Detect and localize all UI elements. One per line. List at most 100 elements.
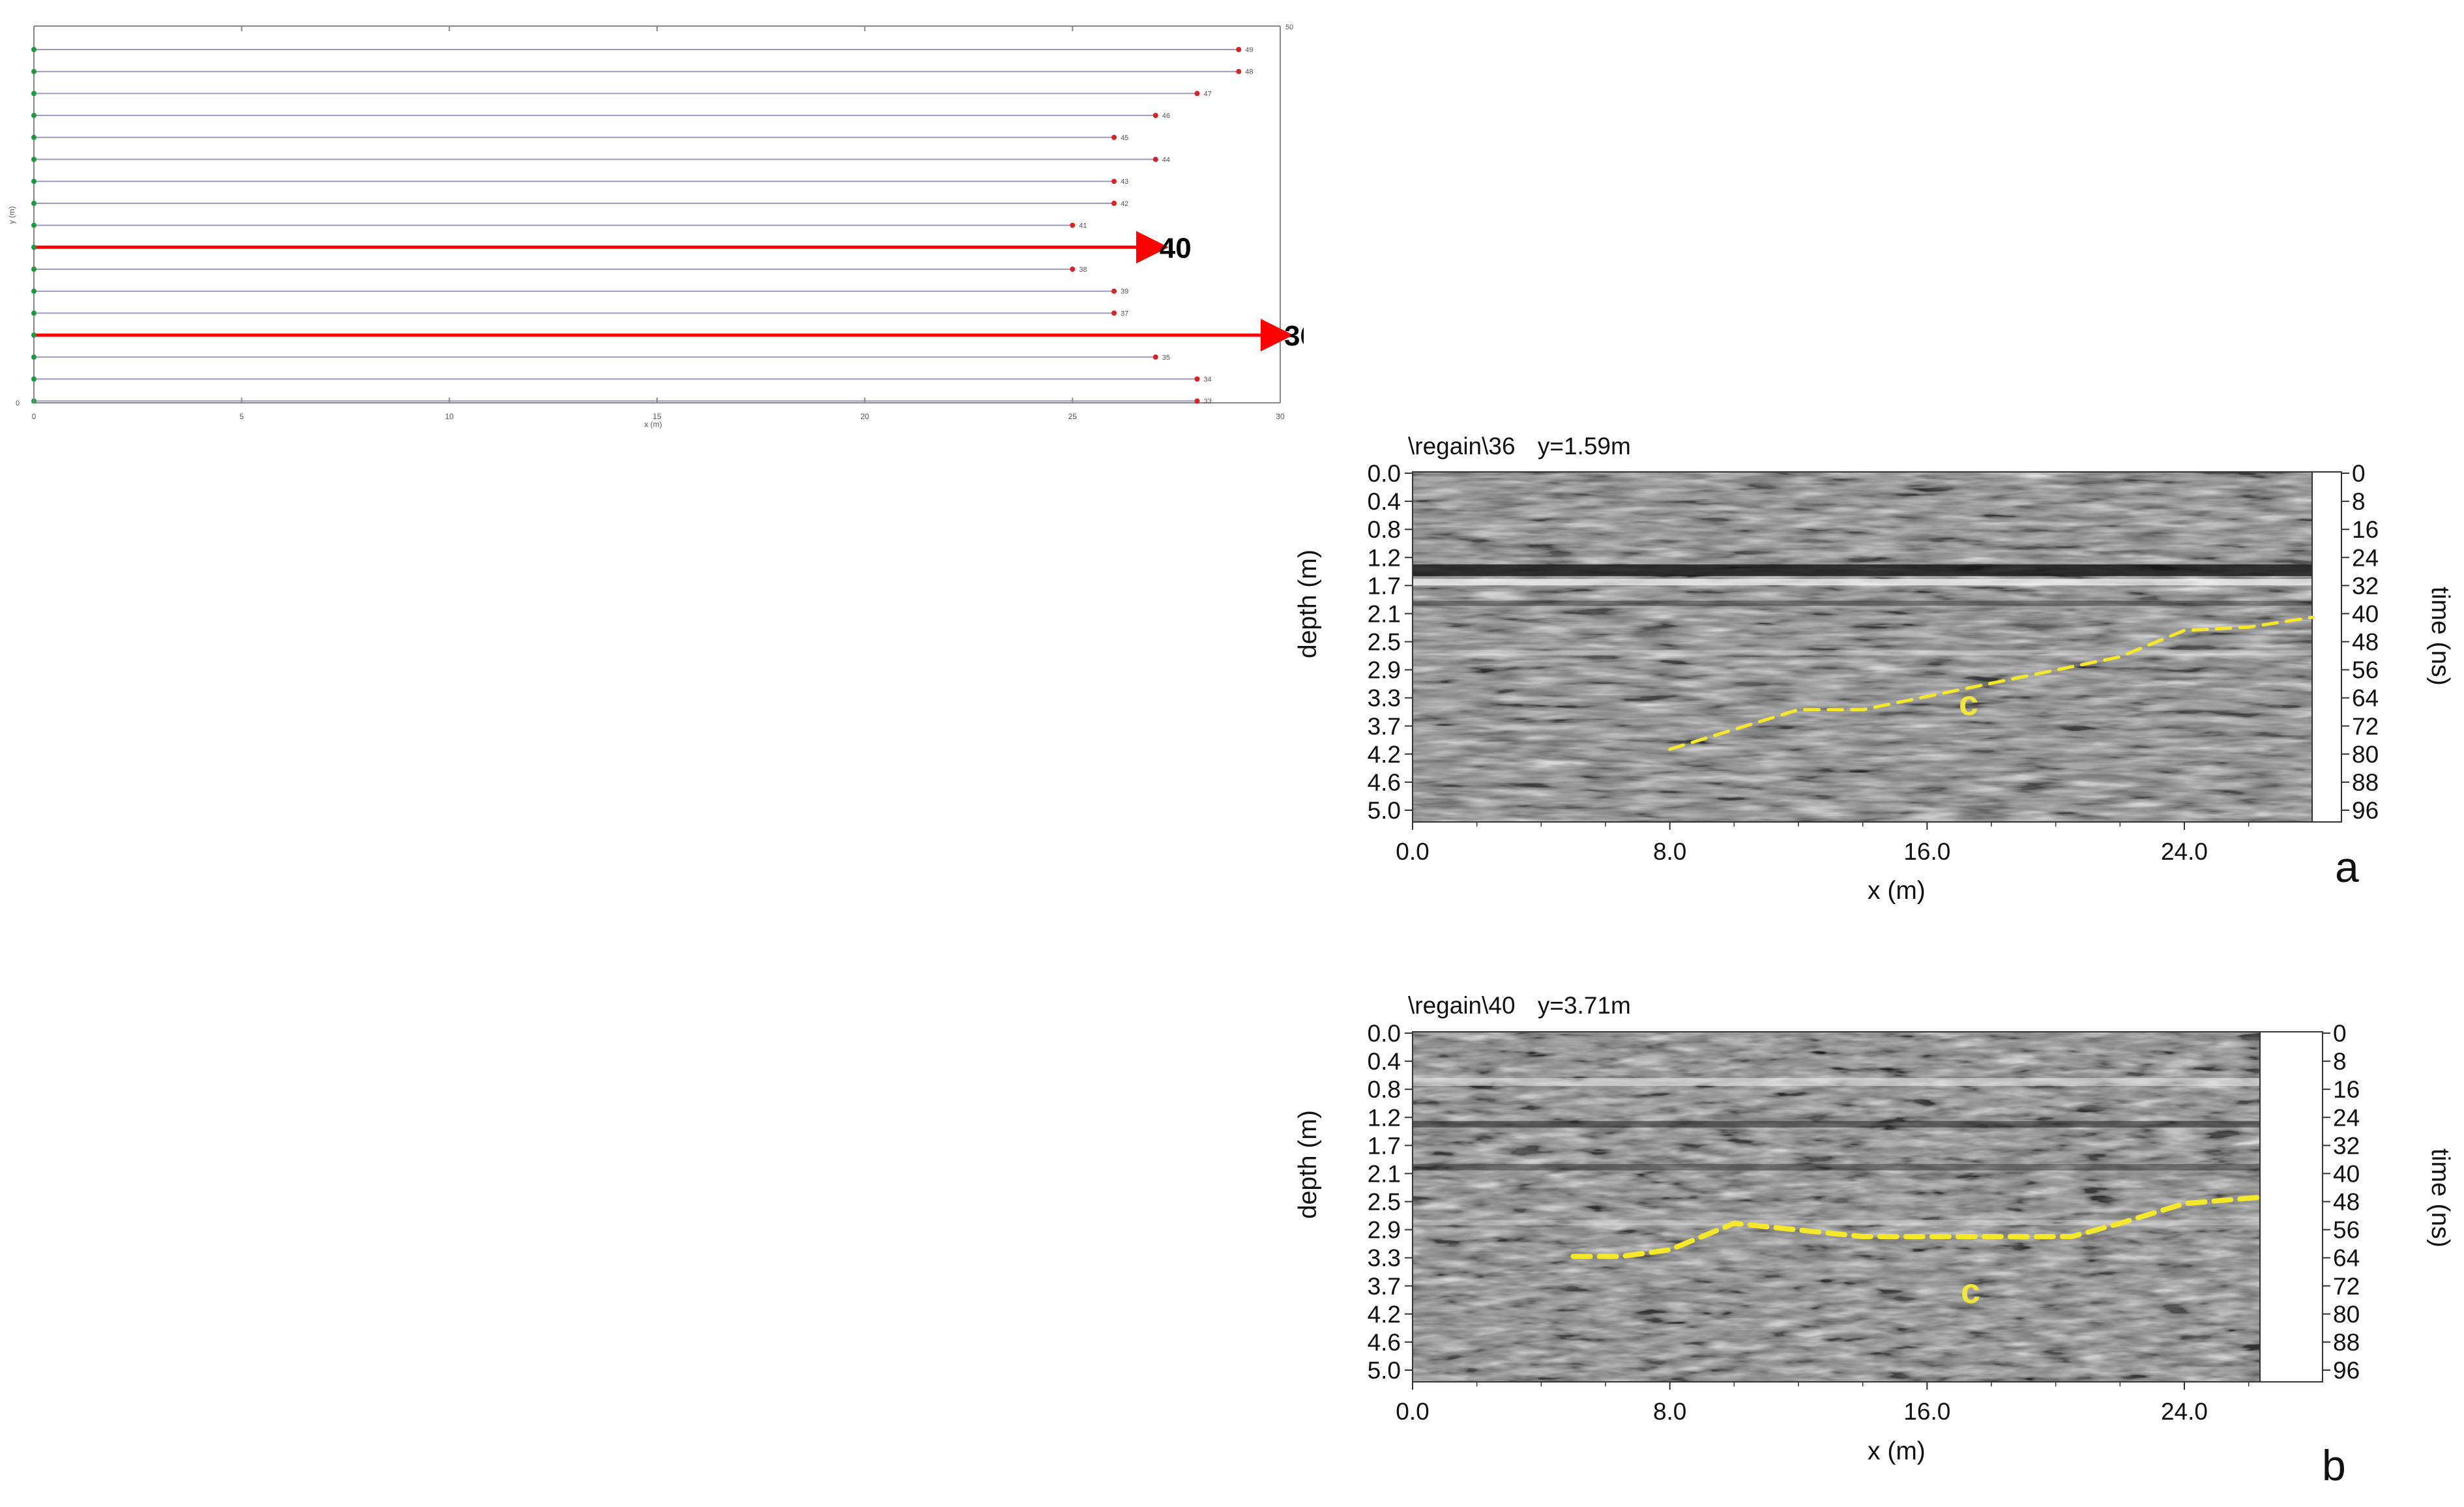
panel-b-time-tick-label-9: 72 <box>2333 1273 2360 1300</box>
panel-a-depth-label: depth (m) <box>1294 549 1322 658</box>
panel-a-depth-tick-label-12: 5.0 <box>1368 797 1401 824</box>
map-line-end-marker-43 <box>1111 179 1117 184</box>
panel-a-radargram: 0.00.40.81.21.72.12.52.93.33.74.24.65.00… <box>1368 460 2379 865</box>
map-line-start-marker-41 <box>31 222 37 228</box>
panel-b-time-tick-label-8: 64 <box>2333 1245 2360 1272</box>
map-line-start-marker-45 <box>31 134 37 140</box>
map-line-end-marker-35 <box>1152 354 1158 360</box>
panel-a-depth-tick-label-4: 1.7 <box>1368 572 1401 599</box>
map-line-start-marker-37 <box>31 310 37 316</box>
panel-b-reflector-3 <box>1413 1220 2260 1225</box>
panel-a-reflector-1 <box>1413 579 2312 586</box>
map-x-tick-label-20: 20 <box>860 412 870 421</box>
map-x-tick-label-5: 5 <box>239 412 244 421</box>
panel-b-x-tick-label-1: 8.0 <box>1653 1398 1686 1425</box>
panel-b-depth-tick-label-6: 2.5 <box>1368 1189 1401 1216</box>
panel-a-x-tick-label-0: 0.0 <box>1396 838 1429 865</box>
map-bottom-left-label: 0 <box>16 400 20 407</box>
panel-a-time-tick-label-5: 40 <box>2352 600 2379 627</box>
panel-a-time-label: time (ns) <box>2426 587 2454 686</box>
panel-a-blank-strip <box>2311 471 2342 823</box>
panel-a-time-tick-label-4: 32 <box>2352 572 2379 599</box>
map-line-label-39: 39 <box>1121 288 1128 296</box>
map-x-axis-label: x (m) <box>644 420 662 429</box>
map-line-end-marker-39 <box>1111 288 1117 294</box>
map-line-start-marker-38 <box>31 267 37 272</box>
panel-a-depth-tick-label-0: 0.0 <box>1368 460 1401 487</box>
panel-b-depth-tick-label-7: 2.9 <box>1368 1217 1401 1244</box>
map-line-end-marker-48 <box>1236 68 1242 74</box>
survey-line-map: 49 48 47 46 45 44 43 42 41 40 38 39 37 36 35 34 33 0 5 10 1… <box>7 23 1304 429</box>
panel-a-c-marker: c <box>1959 684 1979 723</box>
map-line-label-35: 35 <box>1162 354 1170 362</box>
panel-b-c-marker: c <box>1961 1272 1981 1311</box>
panel-b-interface-line <box>1570 1194 2268 1259</box>
panel-a-depth-tick-label-10: 4.2 <box>1368 741 1401 768</box>
panel-b-x-tick-label-3: 24.0 <box>2161 1398 2208 1425</box>
panel-a-depth-tick-label-6: 2.5 <box>1368 629 1401 656</box>
map-line-label-48: 48 <box>1245 68 1253 76</box>
panel-b-title-path: \regain\40 <box>1408 992 1516 1019</box>
map-line-label-40: 40 <box>1160 232 1192 264</box>
panel-b-depth-tick-label-0: 0.0 <box>1368 1020 1401 1047</box>
panel-b-depth-tick-label-9: 3.7 <box>1368 1273 1401 1300</box>
panel-a-time-tick-label-0: 0 <box>2352 460 2366 487</box>
panel-a-time-tick-label-3: 24 <box>2352 544 2379 571</box>
panel-b-time-tick-label-10: 80 <box>2333 1301 2360 1328</box>
map-line-start-marker-47 <box>31 91 37 96</box>
panel-a-depth-tick-label-8: 3.3 <box>1368 685 1401 712</box>
panel-b-time-tick-label-12: 96 <box>2333 1357 2360 1384</box>
panel-a-depth-tick-label-2: 0.8 <box>1368 516 1401 543</box>
panel-a-interface-line <box>1668 615 2315 752</box>
panel-b-time-tick-label-2: 16 <box>2333 1076 2360 1103</box>
map-line-label-33: 33 <box>1204 398 1212 405</box>
map-line-end-marker-34 <box>1194 376 1200 382</box>
panel-a-reflector-0 <box>1413 564 2312 576</box>
panel-a-time-tick-label-8: 64 <box>2352 685 2379 712</box>
map-x-tick-label-10: 10 <box>445 412 454 421</box>
map-survey-lines: 49 48 47 46 45 44 43 42 41 40 38 39 37 36 35 34 33 <box>31 46 1304 405</box>
panel-a-depth-tick-label-1: 0.4 <box>1368 488 1401 515</box>
map-top-right-label: 50 <box>1285 23 1293 31</box>
panel-b-depth-tick-label-11: 4.6 <box>1368 1329 1401 1356</box>
map-line-start-marker-42 <box>31 200 37 206</box>
panel-a-title-path: \regain\36 <box>1408 433 1516 460</box>
map-line-end-marker-44 <box>1152 156 1158 162</box>
map-line-end-marker-37 <box>1111 310 1117 316</box>
map-line-label-44: 44 <box>1162 156 1170 164</box>
map-line-label-47: 47 <box>1204 90 1212 98</box>
map-x-tick-label-15: 15 <box>653 412 662 421</box>
panel-b-depth-tick-label-5: 2.1 <box>1368 1160 1401 1187</box>
panel-a-time-tick-label-2: 16 <box>2352 516 2379 543</box>
panel-b-x-tick-label-2: 16.0 <box>1903 1398 1950 1425</box>
panel-b-time-tick-label-11: 88 <box>2333 1329 2360 1356</box>
map-line-start-marker-44 <box>31 156 37 162</box>
panel-b-depth-tick-label-10: 4.2 <box>1368 1301 1401 1328</box>
panel-a-time-tick-label-11: 88 <box>2352 769 2379 796</box>
panel-a-time-tick-label-6: 48 <box>2352 629 2379 656</box>
panel-b-time-tick-label-7: 56 <box>2333 1217 2360 1244</box>
map-line-label-45: 45 <box>1121 134 1128 142</box>
panel-b-reflector-1 <box>1413 1120 2260 1128</box>
map-line-start-marker-49 <box>31 47 37 52</box>
panel-b-time-tick-label-3: 24 <box>2333 1104 2360 1131</box>
map-line-end-marker-45 <box>1111 134 1117 140</box>
map-line-start-marker-35 <box>31 354 37 360</box>
map-line-label-38: 38 <box>1079 266 1087 274</box>
panel-a-depth-tick-label-3: 1.2 <box>1368 544 1401 571</box>
panel-a-time-tick-label-9: 72 <box>2352 713 2379 740</box>
map-line-label-34: 34 <box>1204 376 1212 384</box>
panel-b-reflector-0 <box>1413 1077 2260 1086</box>
panel-b-letter: b <box>2322 1441 2346 1489</box>
map-line-start-marker-39 <box>31 288 37 294</box>
map-line-end-marker-33 <box>1194 398 1200 404</box>
map-line-label-46: 46 <box>1162 112 1170 120</box>
panel-a-time-tick-label-10: 80 <box>2352 741 2379 768</box>
map-x-tick-label-0: 0 <box>32 412 37 421</box>
panel-b-texture <box>1413 1032 2260 1382</box>
panel-b-depth-tick-label-2: 0.8 <box>1368 1076 1401 1103</box>
map-line-label-43: 43 <box>1121 178 1128 186</box>
panel-a-depth-tick-label-5: 2.1 <box>1368 600 1401 627</box>
panel-b-depth-tick-label-3: 1.2 <box>1368 1104 1401 1131</box>
map-line-end-marker-46 <box>1152 113 1158 119</box>
